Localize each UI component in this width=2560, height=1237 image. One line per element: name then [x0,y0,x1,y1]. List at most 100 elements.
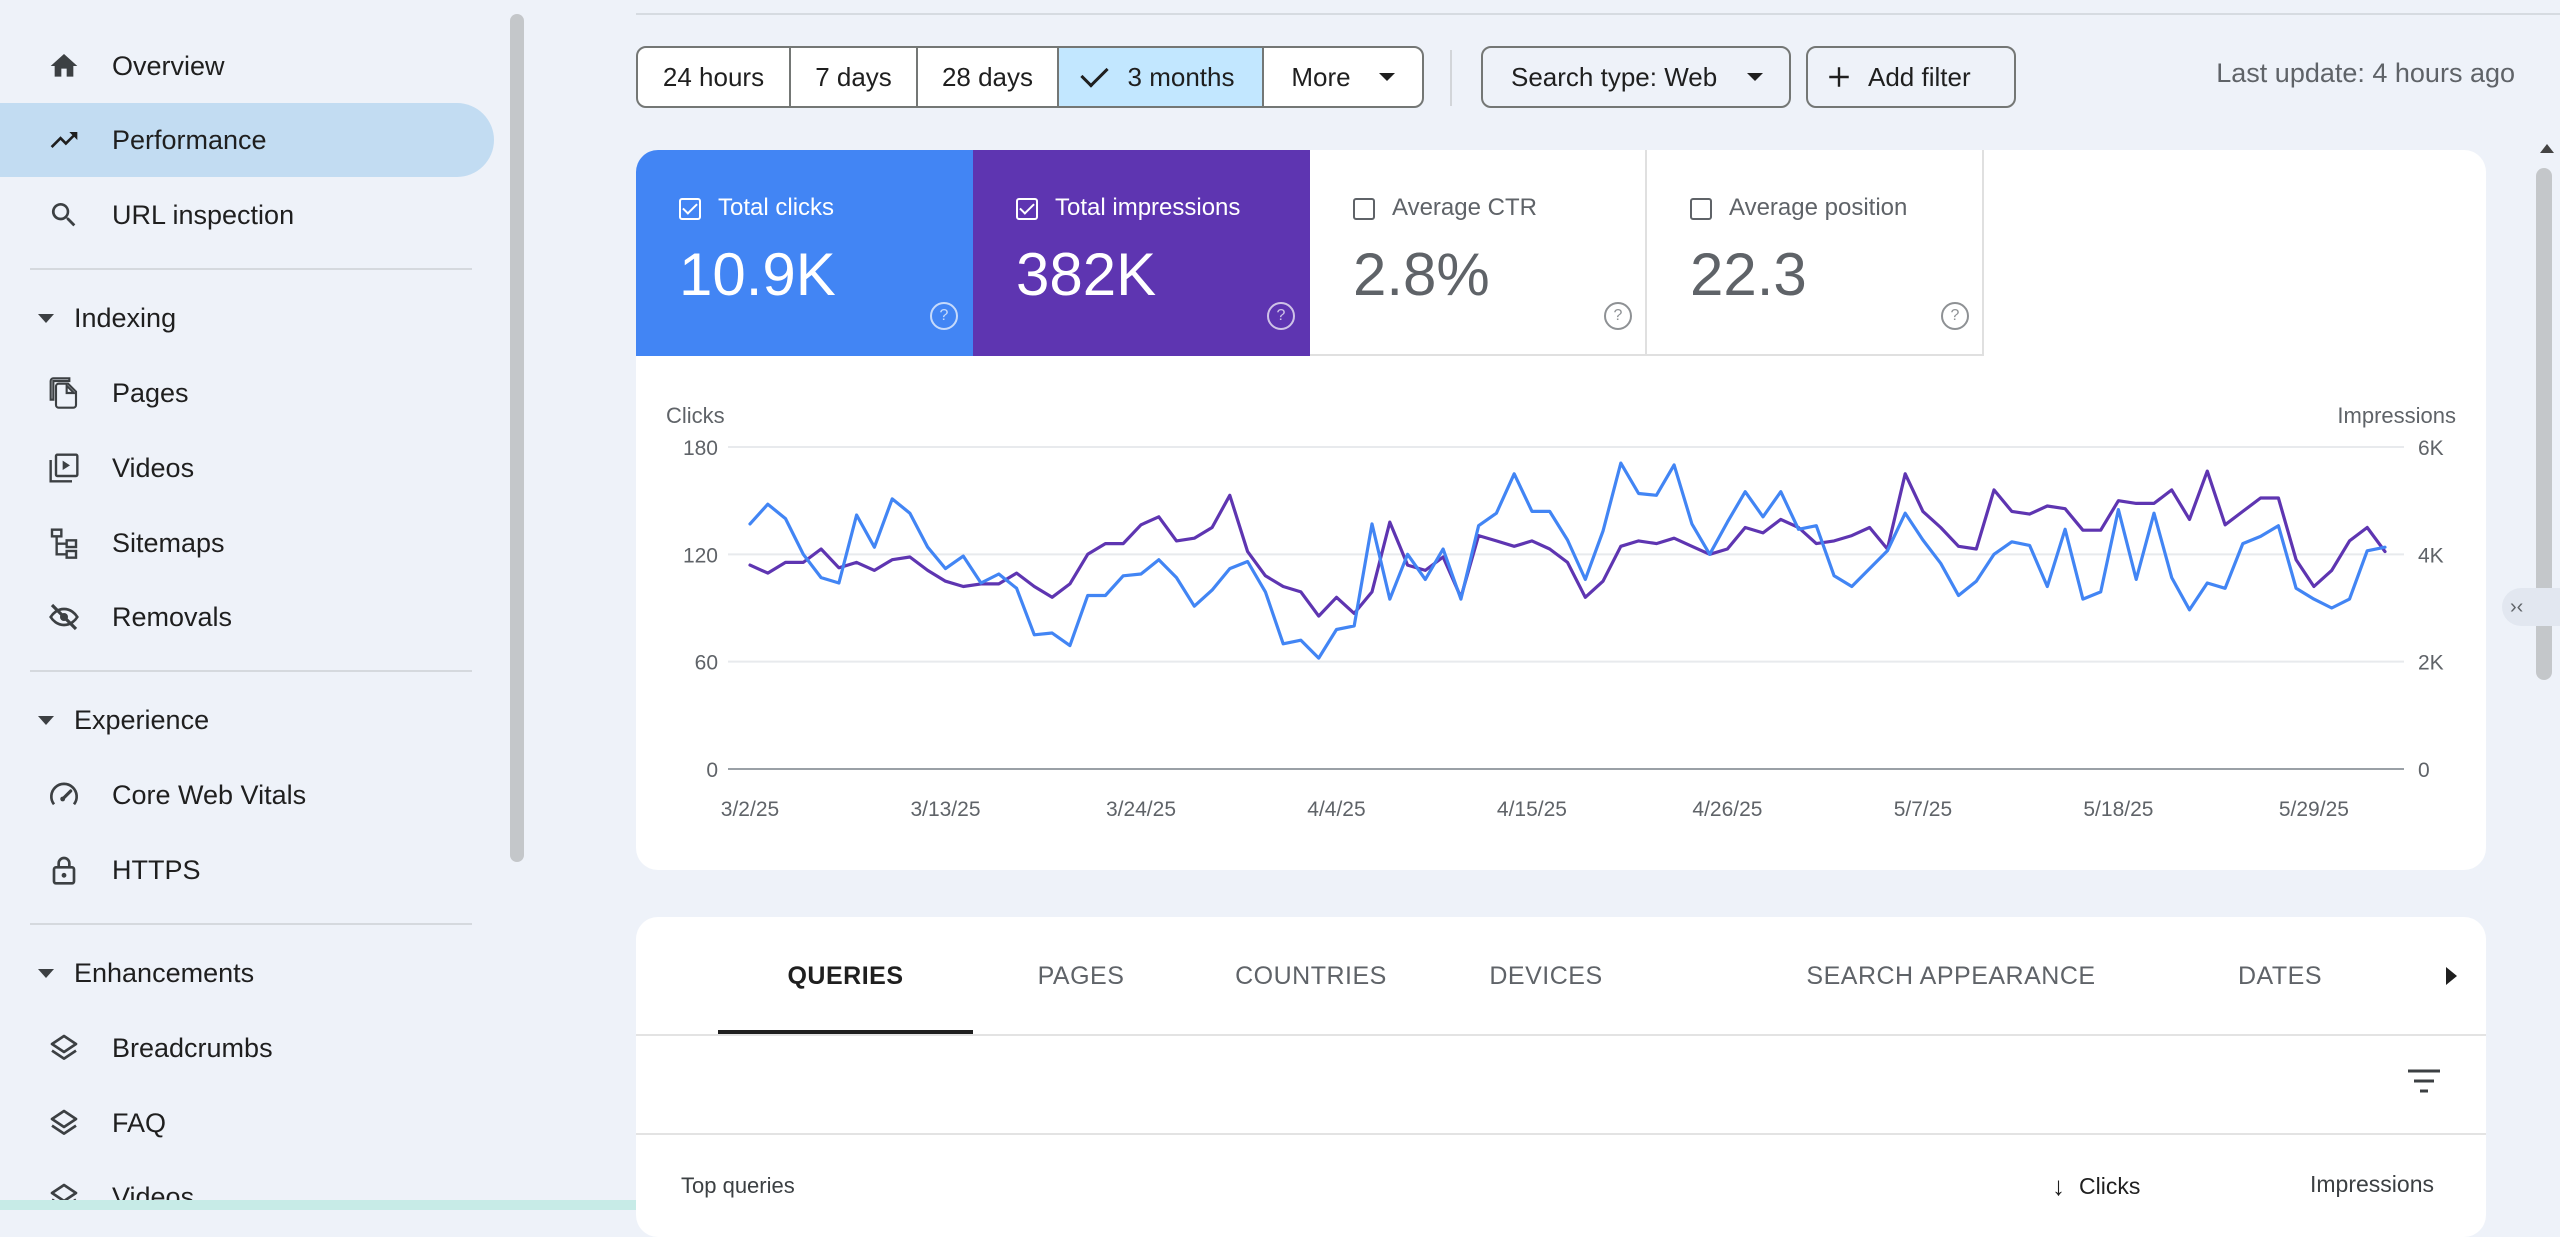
column-header-clicks[interactable]: ↓ Clicks [2052,1171,2140,1202]
help-icon[interactable]: ? [1941,302,1969,330]
x-axis-tick-label: 4/4/25 [1307,798,1365,821]
date-range-selector: 24 hours 7 days 28 days 3 months More [636,46,1424,108]
section-toggle-experience[interactable]: Experience [0,690,494,750]
metric-average-ctr[interactable]: Average CTR 2.8% ? [1310,150,1647,356]
range-more-dropdown[interactable]: More [1264,48,1422,106]
checkbox-unchecked-icon [1353,198,1375,220]
performance-chart-card: Total clicks 10.9K ? Total impressions 3… [636,150,2486,870]
toolbar-separator [1450,50,1452,106]
add-filter-button[interactable]: Add filter [1806,46,2016,108]
tab-search-appearance[interactable]: SEARCH APPEARANCE [1802,917,2100,1035]
tab-label: DATES [2238,961,2322,990]
right-axis-tick-label: 6K [2418,437,2444,460]
sidebar: Overview Performance URL inspection Inde… [0,0,530,1212]
section-toggle-enhancements[interactable]: Enhancements [0,943,494,1003]
right-axis-title: Impressions [2337,403,2456,428]
page-scrollbar[interactable] [2536,168,2552,680]
search-type-dropdown[interactable]: Search type: Web [1481,46,1791,108]
range-7-days-button[interactable]: 7 days [791,48,918,106]
toolbar-divider [636,1133,2486,1135]
range-label: 7 days [815,61,892,92]
sidebar-item-url-inspection[interactable]: URL inspection [0,178,494,252]
scroll-up-arrow-icon[interactable] [2540,144,2554,153]
tab-pages[interactable]: PAGES [973,917,1189,1035]
sidebar-divider [30,670,472,672]
pages-icon [49,377,78,409]
x-axis-tick-label: 4/26/25 [1692,798,1762,821]
metric-total-impressions[interactable]: Total impressions 382K ? [973,150,1310,356]
metric-total-clicks[interactable]: Total clicks 10.9K ? [636,150,973,356]
metric-average-position[interactable]: Average position 22.3 ? [1647,150,1984,356]
sidebar-scrollbar[interactable] [510,14,524,862]
tab-dates[interactable]: DATES [2200,917,2360,1035]
range-3-months-button[interactable]: 3 months [1059,48,1264,106]
sidebar-item-breadcrumbs[interactable]: Breadcrumbs [0,1011,494,1085]
range-label: More [1291,61,1351,92]
column-label: Impressions [2310,1171,2434,1197]
tab-label: DEVICES [1489,961,1603,990]
metric-value: 382K [1016,241,1157,308]
x-axis-tick-label: 5/29/25 [2279,798,2349,821]
side-panel-toggle[interactable]: ›‹ [2502,588,2560,626]
tab-queries[interactable]: QUERIES [718,917,973,1035]
tab-countries[interactable]: COUNTRIES [1189,917,1433,1035]
tab-devices[interactable]: DEVICES [1433,917,1659,1035]
visibility-off-icon [49,603,79,631]
sitemap-icon [50,528,78,559]
layers-icon [50,1034,78,1060]
section-toggle-indexing[interactable]: Indexing [0,288,494,348]
sort-arrow-down-icon: ↓ [2052,1171,2065,1201]
x-axis-tick-label: 4/15/25 [1497,798,1567,821]
sidebar-item-label: Pages [112,377,189,408]
loading-progress-bar [0,1200,1236,1210]
left-axis-tick-label: 180 [683,437,718,460]
sidebar-item-overview[interactable]: Overview [0,29,494,103]
help-icon[interactable]: ? [1604,302,1632,330]
speed-gauge-icon [50,782,78,806]
impressions-series-line [748,469,2387,618]
section-label: Experience [74,704,210,735]
sidebar-item-label: Breadcrumbs [112,1032,273,1063]
search-type-label: Search type: Web [1511,61,1718,92]
range-24-hours-button[interactable]: 24 hours [638,48,791,106]
left-axis-title: Clicks [666,403,725,428]
plus-icon [1829,67,1849,87]
search-icon [51,203,76,227]
add-filter-label: Add filter [1868,61,1971,92]
check-icon [1079,58,1109,88]
sidebar-item-pages[interactable]: Pages [0,356,494,430]
help-icon[interactable]: ? [930,302,958,330]
sidebar-item-performance[interactable]: Performance [0,103,494,177]
caret-down-icon [38,715,54,725]
report-table-card: QUERIES PAGES COUNTRIES DEVICES SEARCH A… [636,917,2486,1237]
sidebar-item-sitemaps[interactable]: Sitemaps [0,506,494,580]
last-update-text: Last update: 4 hours ago [2216,58,2515,88]
checkbox-checked-icon [1016,198,1038,220]
help-icon[interactable]: ? [1267,302,1295,330]
tabs-scroll-right-icon[interactable] [2446,967,2457,985]
sidebar-item-label: FAQ [112,1107,167,1138]
column-header-impressions[interactable]: Impressions [2310,1171,2434,1198]
dropdown-arrow-icon [1747,73,1764,81]
filter-rows-icon[interactable] [2404,1063,2444,1099]
sidebar-item-label: Videos [112,452,195,483]
header-divider [636,13,2560,15]
range-28-days-button[interactable]: 28 days [918,48,1059,106]
sidebar-item-faq[interactable]: FAQ [0,1086,494,1160]
metric-label: Average position [1729,194,1908,221]
clicks-series-line [748,461,2387,660]
left-axis-tick-label: 60 [695,652,718,675]
sidebar-item-label: Core Web Vitals [112,779,307,810]
sidebar-item-label: HTTPS [112,854,201,885]
home-icon [50,54,78,77]
sidebar-item-label: Sitemaps [112,527,225,558]
sidebar-item-videos-enhancement[interactable]: Videos [0,1160,494,1234]
metric-value: 22.3 [1690,241,1807,308]
sidebar-item-removals[interactable]: Removals [0,580,494,654]
sidebar-item-core-web-vitals[interactable]: Core Web Vitals [0,758,494,832]
sidebar-item-videos[interactable]: Videos [0,431,494,505]
tab-label: PAGES [1037,961,1125,990]
sidebar-item-label: Performance [112,124,267,155]
sidebar-item-https[interactable]: HTTPS [0,833,494,907]
left-axis-tick-label: 120 [683,544,718,567]
